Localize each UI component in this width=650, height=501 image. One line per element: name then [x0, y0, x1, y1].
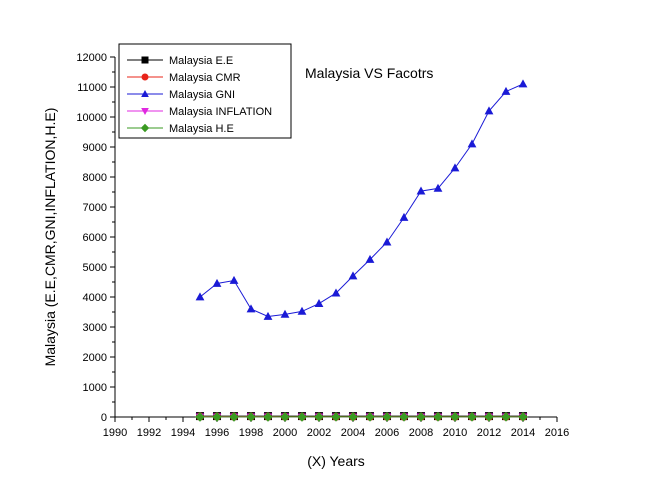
- series-layer: [195, 79, 528, 422]
- x-tick-label: 1992: [137, 427, 161, 439]
- series-square: [196, 412, 527, 421]
- y-tick-label: 3000: [83, 322, 107, 334]
- data-point: [212, 278, 222, 287]
- data-point: [501, 412, 511, 422]
- legend-marker: [141, 89, 149, 97]
- data-point: [433, 183, 443, 192]
- data-point: [518, 79, 528, 88]
- data-point: [195, 292, 205, 301]
- legend-item: Malaysia CMR: [127, 72, 241, 84]
- legend-item: Malaysia E.E: [127, 55, 233, 67]
- x-axis-title: (X) Years: [307, 453, 365, 469]
- x-tick-label: 2006: [375, 427, 399, 439]
- y-tick-label: 11000: [77, 82, 107, 94]
- data-point: [314, 299, 324, 307]
- data-point: [348, 412, 358, 422]
- x-tick-label: 2014: [511, 427, 535, 439]
- data-point: [314, 412, 324, 422]
- series-triangle-up: [195, 79, 528, 320]
- y-tick-label: 7000: [83, 202, 107, 214]
- data-point: [433, 412, 443, 422]
- legend: Malaysia E.E Malaysia CMR Malaysia GNI Mala…: [118, 43, 292, 139]
- legend-label: Malaysia E.E: [169, 55, 233, 67]
- data-point: [416, 186, 426, 195]
- data-point: [467, 412, 477, 422]
- legend-label: Malaysia CMR: [169, 72, 241, 84]
- y-tick-label: 1000: [83, 382, 107, 394]
- x-tick-label: 2002: [307, 427, 331, 439]
- data-point: [263, 412, 273, 422]
- legend-item: Malaysia H.E: [127, 123, 234, 135]
- data-point: [484, 106, 494, 115]
- legend-label: Malaysia INFLATION: [169, 106, 272, 118]
- y-tick-label: 2000: [83, 352, 107, 364]
- data-point: [229, 412, 239, 422]
- legend-label: Malaysia H.E: [169, 123, 234, 135]
- x-tick-label: 2012: [477, 427, 501, 439]
- x-tick-label: 2016: [545, 427, 569, 439]
- data-point: [263, 311, 273, 320]
- x-tick-label: 1996: [205, 427, 229, 439]
- legend-marker: [140, 123, 150, 133]
- legend-marker: [141, 108, 149, 116]
- x-tick-label: 2008: [409, 427, 433, 439]
- y-tick-label: 12000: [76, 52, 107, 64]
- data-point: [331, 412, 341, 422]
- y-axis-title: Malaysia (E.E,CMR,GNI,INFLATION,H.E): [42, 108, 58, 367]
- data-point: [348, 271, 358, 280]
- x-tick-label: 1994: [171, 427, 195, 439]
- data-point: [382, 412, 392, 422]
- y-tick-label: 8000: [83, 172, 107, 184]
- data-point: [382, 237, 392, 246]
- chart-title: Malaysia VS Facotrs: [305, 65, 433, 81]
- series-triangle-down: [195, 413, 528, 422]
- x-tick-label: 2000: [273, 427, 297, 439]
- data-point: [450, 163, 460, 172]
- data-point: [501, 86, 511, 95]
- legend-item: Malaysia GNI: [127, 89, 235, 101]
- legend-item: Malaysia INFLATION: [127, 106, 272, 118]
- x-tick-label: 2004: [341, 427, 365, 439]
- y-tick-label: 0: [101, 412, 107, 424]
- data-point: [297, 306, 307, 315]
- data-point: [297, 412, 307, 422]
- data-point: [365, 254, 375, 263]
- data-point: [246, 304, 256, 313]
- data-point: [280, 412, 290, 422]
- axes: 1990 1992 1994 1996 1998 2000 2002 2004 2006 2008…: [76, 52, 569, 439]
- data-point: [365, 412, 375, 422]
- legend-label: Malaysia GNI: [169, 89, 235, 101]
- data-point: [399, 212, 409, 221]
- x-tick-label: 1998: [239, 427, 263, 439]
- y-tick-label: 9000: [83, 142, 107, 154]
- x-tick-label: 1990: [103, 427, 127, 439]
- x-tick-label: 2010: [443, 427, 467, 439]
- series-diamond: [195, 412, 528, 422]
- data-point: [484, 412, 494, 422]
- legend-marker: [141, 73, 149, 81]
- y-tick-label: 10000: [76, 112, 107, 124]
- data-point: [246, 412, 256, 422]
- data-point: [229, 275, 239, 284]
- data-point: [416, 412, 426, 422]
- legend-marker: [141, 56, 149, 64]
- y-tick-label: 6000: [83, 232, 107, 244]
- data-point: [399, 412, 409, 422]
- data-point: [518, 412, 528, 422]
- data-point: [467, 139, 477, 148]
- data-point: [450, 412, 460, 422]
- data-point: [331, 288, 341, 297]
- data-point: [280, 309, 290, 318]
- y-tick-label: 5000: [83, 262, 107, 274]
- y-tick-label: 4000: [83, 292, 107, 304]
- data-point: [195, 412, 205, 422]
- data-point: [212, 412, 222, 422]
